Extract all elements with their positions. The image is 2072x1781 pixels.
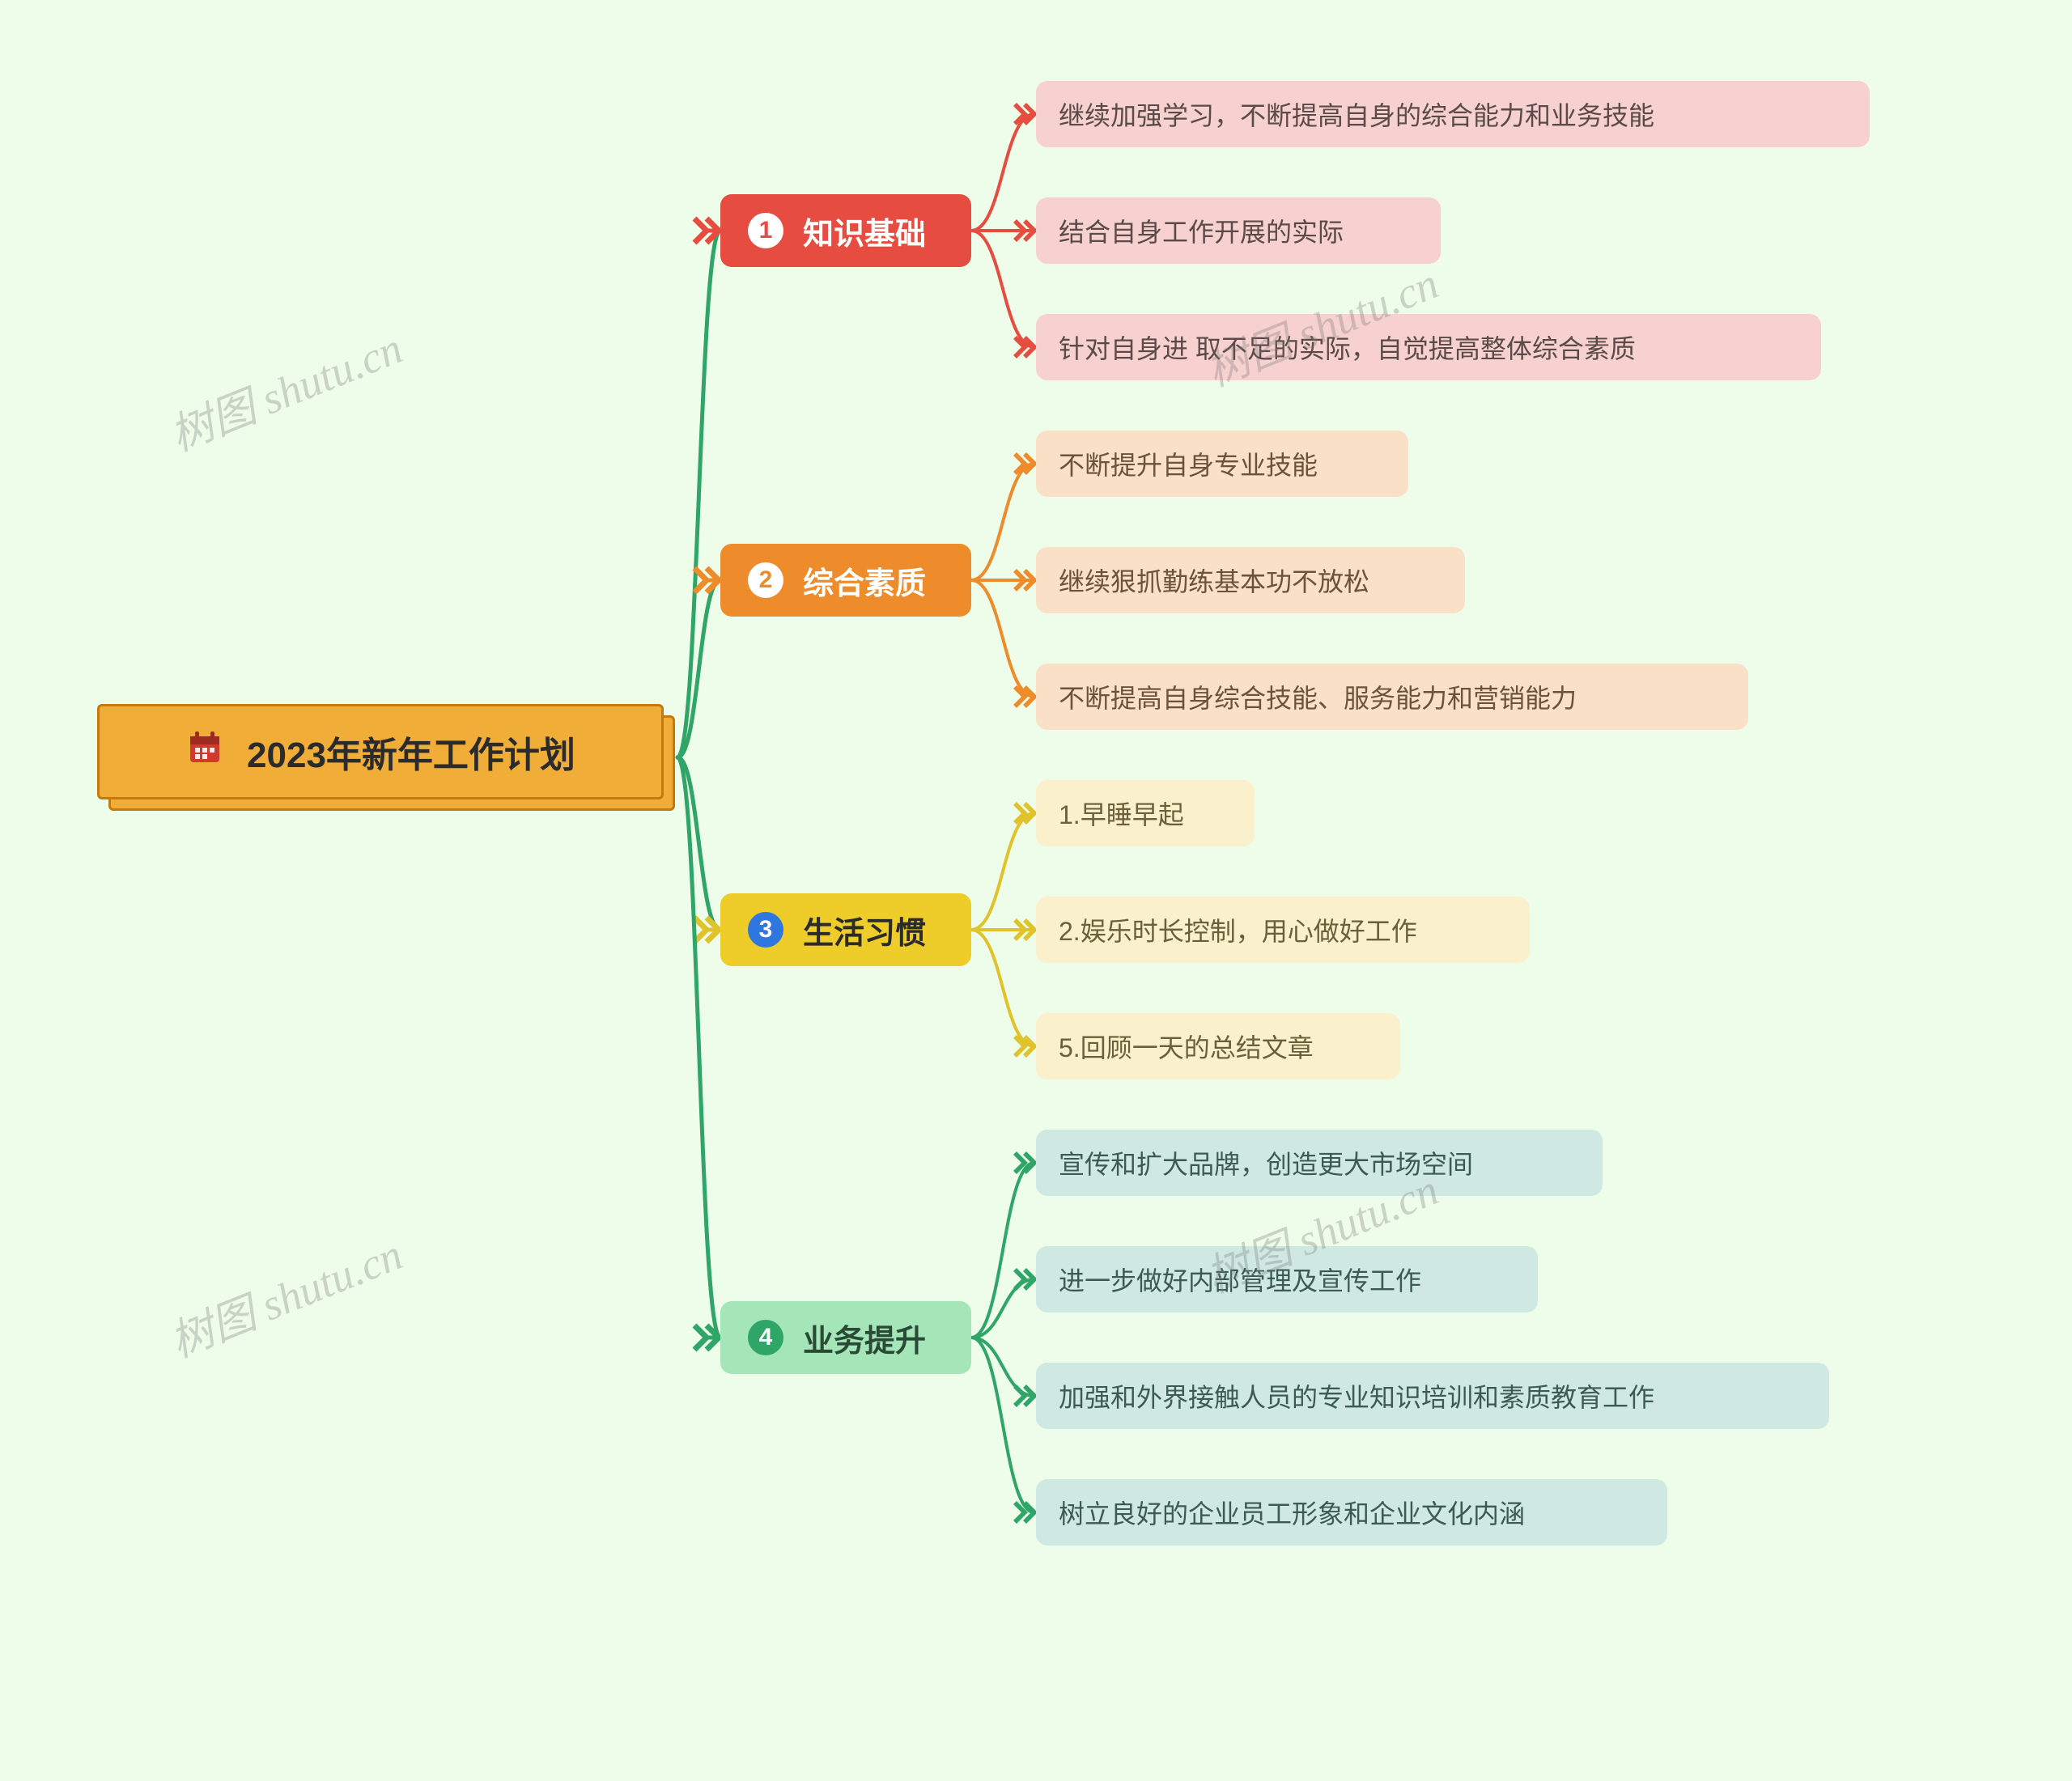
leaf-label: 5.回顾一天的总结文章 — [1059, 1028, 1314, 1065]
branch-node-3[interactable]: 3 生活习惯 — [720, 893, 971, 966]
leaf-node[interactable]: 宣传和扩大品牌，创造更大市场空间 — [1036, 1130, 1603, 1196]
leaf-node[interactable]: 结合自身工作开展的实际 — [1036, 197, 1441, 264]
leaf-label: 进一步做好内部管理及宣传工作 — [1059, 1261, 1421, 1298]
leaf-label: 2.娱乐时长控制，用心做好工作 — [1059, 911, 1417, 948]
leaf-node[interactable]: 2.娱乐时长控制，用心做好工作 — [1036, 897, 1530, 963]
branch-badge: 4 — [748, 1320, 783, 1355]
leaf-label: 继续狠抓勤练基本功不放松 — [1059, 562, 1369, 599]
branch-node-2[interactable]: 2 综合素质 — [720, 544, 971, 617]
branch-label: 综合素质 — [803, 558, 926, 603]
leaf-node[interactable]: 不断提升自身专业技能 — [1036, 430, 1408, 497]
leaf-label: 针对自身进 取不足的实际，自觉提高整体综合素质 — [1059, 329, 1636, 366]
branch-node-1[interactable]: 1 知识基础 — [720, 194, 971, 267]
leaf-node[interactable]: 继续加强学习，不断提高自身的综合能力和业务技能 — [1036, 81, 1870, 147]
leaf-label: 宣传和扩大品牌，创造更大市场空间 — [1059, 1144, 1473, 1181]
root-label: 2023年新年工作计划 — [247, 726, 575, 778]
leaf-label: 结合自身工作开展的实际 — [1059, 212, 1344, 249]
watermark: 树图 shutu.cn — [159, 1219, 410, 1370]
leaf-node[interactable]: 进一步做好内部管理及宣传工作 — [1036, 1246, 1538, 1312]
leaf-label: 继续加强学习，不断提高自身的综合能力和业务技能 — [1059, 95, 1654, 133]
leaf-label: 不断提升自身专业技能 — [1059, 445, 1318, 482]
watermark: 树图 shutu.cn — [159, 312, 410, 464]
leaf-node[interactable]: 1.早睡早起 — [1036, 780, 1255, 846]
branch-label: 知识基础 — [803, 209, 926, 253]
leaf-node[interactable]: 不断提高自身综合技能、服务能力和营销能力 — [1036, 664, 1748, 730]
leaf-label: 1.早睡早起 — [1059, 795, 1184, 832]
branch-node-4[interactable]: 4 业务提升 — [720, 1301, 971, 1374]
branch-badge: 3 — [748, 912, 783, 948]
leaf-label: 树立良好的企业员工形象和企业文化内涵 — [1059, 1494, 1525, 1531]
leaf-node[interactable]: 针对自身进 取不足的实际，自觉提高整体综合素质 — [1036, 314, 1821, 380]
branch-label: 业务提升 — [803, 1316, 926, 1360]
leaf-label: 加强和外界接触人员的专业知识培训和素质教育工作 — [1059, 1377, 1654, 1414]
leaf-node[interactable]: 树立良好的企业员工形象和企业文化内涵 — [1036, 1479, 1667, 1546]
calendar-icon — [185, 728, 224, 776]
branch-badge: 1 — [748, 213, 783, 248]
branch-badge: 2 — [748, 562, 783, 598]
branch-label: 生活习惯 — [803, 908, 926, 952]
leaf-label: 不断提高自身综合技能、服务能力和营销能力 — [1059, 678, 1577, 715]
leaf-node[interactable]: 加强和外界接触人员的专业知识培训和素质教育工作 — [1036, 1363, 1829, 1429]
leaf-node[interactable]: 5.回顾一天的总结文章 — [1036, 1013, 1400, 1079]
mindmap-canvas: 2023年新年工作计划 1 知识基础 继续加强学习，不断提高自身的综合能力和业务技能结… — [0, 0, 2072, 1781]
root-node[interactable]: 2023年新年工作计划 — [97, 704, 664, 799]
leaf-node[interactable]: 继续狠抓勤练基本功不放松 — [1036, 547, 1465, 613]
